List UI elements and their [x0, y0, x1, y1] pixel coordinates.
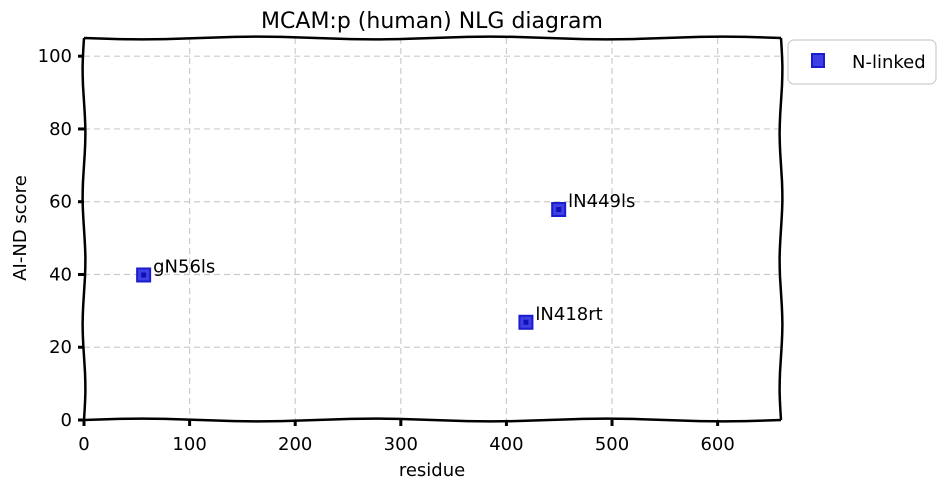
point-label: gN56ls — [153, 256, 215, 277]
data-points: gN56ls lN418rt lN449ls — [136, 191, 635, 330]
grid — [84, 38, 781, 420]
axis-ticks: 0 100 200 300 400 500 600 0 20 40 60 80 100 — [38, 46, 735, 455]
data-point-core — [141, 272, 147, 278]
point-label: lN418rt — [535, 304, 602, 325]
x-tick-label: 100 — [172, 434, 206, 455]
y-tick-label: 20 — [49, 337, 72, 358]
data-point-core — [556, 206, 562, 212]
plot-frame — [81, 35, 784, 423]
chart-title: MCAM:p (human) NLG diagram — [261, 9, 603, 34]
y-tick-label: 60 — [49, 192, 72, 213]
x-tick-label: 300 — [384, 434, 418, 455]
y-tick-label: 100 — [38, 46, 72, 67]
x-tick-label: 0 — [78, 434, 89, 455]
point-label: lN449ls — [568, 191, 635, 212]
data-point-core — [523, 319, 529, 325]
x-tick-label: 600 — [700, 434, 734, 455]
y-tick-label: 80 — [49, 119, 72, 140]
y-tick-label: 40 — [49, 264, 72, 285]
legend-box — [787, 39, 937, 85]
y-tick-label: 0 — [61, 410, 72, 431]
x-tick-label: 500 — [595, 434, 629, 455]
legend: N-linked — [787, 39, 937, 85]
x-tick-label: 200 — [278, 434, 312, 455]
y-axis-label: AI-ND score — [10, 175, 31, 281]
x-tick-label: 400 — [489, 434, 523, 455]
legend-marker — [811, 53, 825, 68]
legend-label: N-linked — [852, 52, 926, 73]
x-axis-label: residue — [399, 460, 465, 481]
